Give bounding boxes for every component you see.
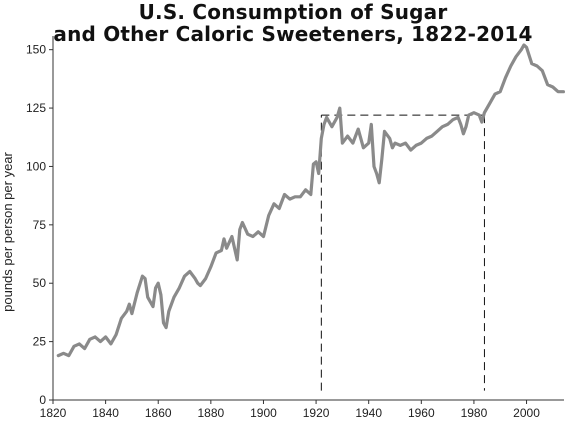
x-tick-label: 1840 — [92, 406, 119, 420]
chart-title-line-1: U.S. Consumption of Sugar — [138, 0, 448, 24]
series-line — [56, 43, 565, 358]
y-tick-label: 50 — [33, 276, 47, 290]
x-tick-label: 1940 — [355, 406, 382, 420]
y-tick-label: 0 — [39, 393, 46, 407]
x-tick-label: 1820 — [40, 406, 67, 420]
y-tick-label: 25 — [33, 335, 47, 349]
tick-labels: 0 25 50 75 100 125 150 1820 1840 1860 1880 1900 1920… — [26, 43, 540, 420]
axes — [52, 36, 564, 401]
x-tick-label: 1880 — [197, 406, 224, 420]
y-tick-label: 125 — [26, 101, 46, 115]
y-tick-label: 100 — [26, 159, 46, 173]
x-tick-label: 1860 — [145, 406, 172, 420]
y-tick-label: 150 — [26, 43, 46, 57]
x-tick-label: 1900 — [250, 406, 277, 420]
x-tick-label: 1960 — [408, 406, 435, 420]
reference-box — [320, 114, 485, 391]
chart-title-line-2: and Other Caloric Sweeteners, 1822-2014 — [53, 22, 533, 46]
y-tick-label: 75 — [33, 218, 47, 232]
x-tick-label: 2000 — [513, 406, 540, 420]
y-axis-label: pounds per person per year — [0, 151, 15, 311]
series-lines — [56, 43, 565, 358]
x-tick-label: 1920 — [303, 406, 330, 420]
x-tick-label: 1980 — [461, 406, 488, 420]
